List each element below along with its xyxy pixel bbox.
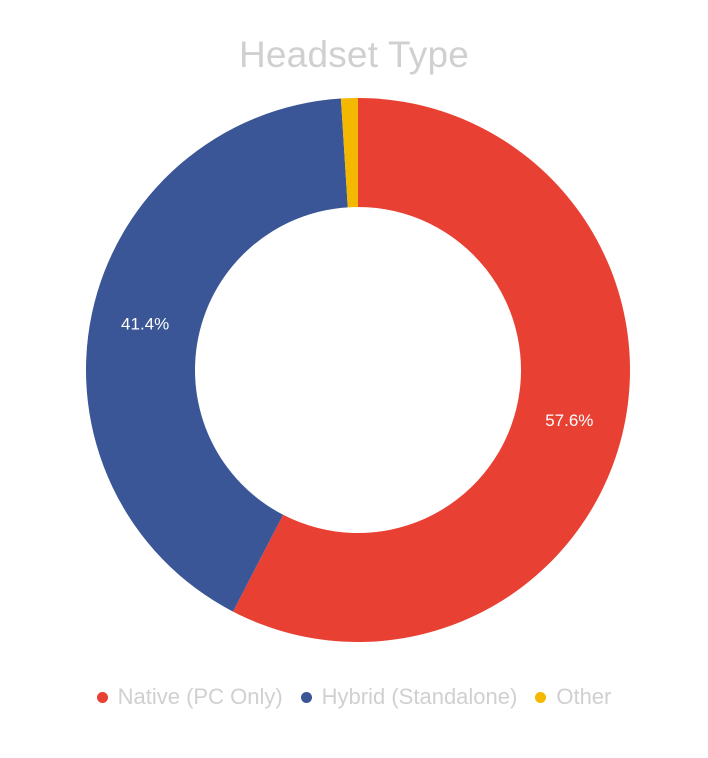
chart-title: Headset Type: [238, 34, 470, 75]
legend-item-other[interactable]: Other: [535, 684, 611, 710]
legend-item-native[interactable]: Native (PC Only): [96, 684, 283, 710]
legend-label-native: Native (PC Only): [117, 684, 283, 709]
donut-slice-native[interactable]: [232, 98, 631, 642]
slice-labels: 57.6% 41.4%: [121, 315, 593, 430]
legend-marker-other: [535, 691, 547, 703]
chart-legend: Native (PC Only) Hybrid (Standalone) Oth…: [0, 684, 708, 710]
slice-label-native: 57.6%: [545, 411, 593, 430]
legend-label-other: Other: [556, 684, 612, 709]
legend-marker-native: [96, 691, 108, 703]
donut-slice-other[interactable]: [340, 98, 358, 208]
donut-slice-hybrid[interactable]: [86, 98, 348, 612]
legend-marker-hybrid: [300, 691, 312, 703]
donut-slices: [86, 98, 631, 642]
slice-label-hybrid: 41.4%: [121, 315, 169, 334]
donut-chart: 57.6% 41.4%: [86, 98, 631, 642]
legend-item-hybrid[interactable]: Hybrid (Standalone): [300, 684, 518, 710]
legend-label-hybrid: Hybrid (Standalone): [321, 684, 518, 709]
